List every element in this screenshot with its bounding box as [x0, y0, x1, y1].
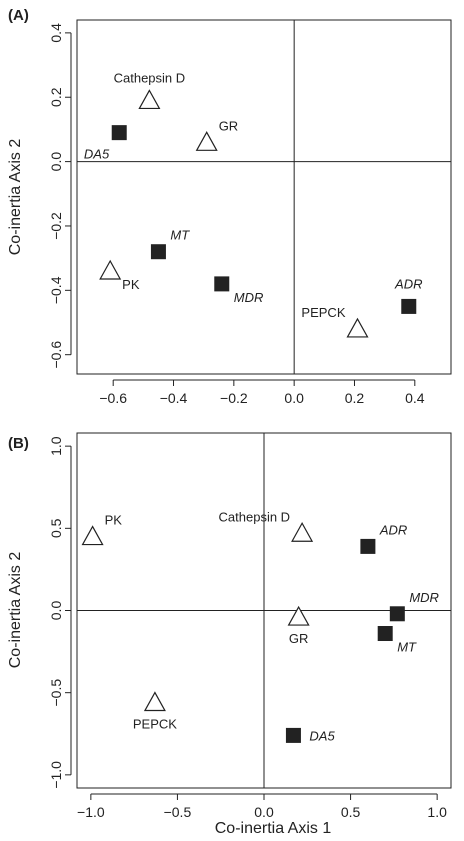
square-marker — [360, 538, 376, 554]
panel-a-x-tick-label: 0.0 — [284, 390, 304, 406]
point-label: PEPCK — [301, 305, 345, 320]
panel-b-y-tick-label: 0.0 — [48, 601, 64, 621]
panel-a-points: Cathepsin D GR DA5 MT PK MDR PEPCK ADR — [84, 70, 423, 338]
panel-a-point-mdr: MDR — [214, 276, 264, 305]
panel-b-point-cathepsin-d: Cathepsin D — [219, 509, 314, 542]
panel-a-point-pk: PK — [99, 259, 140, 292]
panel-a-y-axis: −0.6 −0.4 −0.2 0.0 0.2 0.4 — [48, 23, 72, 369]
panel-b-y-axis-label: Co-inertia Axis 2 — [7, 552, 24, 669]
square-marker — [285, 727, 301, 743]
panel-b-x-tick-label: −1.0 — [77, 804, 105, 820]
point-label: PK — [105, 513, 123, 528]
point-label: MDR — [409, 590, 439, 605]
panel-b-x-axis: −1.0 −0.5 0.0 0.5 1.0 — [77, 793, 447, 820]
panel-a-plot-frame — [76, 19, 452, 375]
panel-b-y-tick-label: 1.0 — [48, 436, 64, 456]
panel-a-y-tick-label: 0.4 — [48, 23, 64, 43]
panel-a-y-axis-label: Co-inertia Axis 2 — [7, 139, 24, 256]
panel-b-point-pk: PK — [81, 513, 123, 546]
triangle-marker — [287, 605, 310, 626]
panel-b-point-mt: MT — [377, 626, 417, 655]
panel-b-y-tick-label: −0.5 — [48, 679, 64, 707]
panel-b-point-mdr: MDR — [389, 590, 439, 622]
panel-b-y-tick-label: −1.0 — [48, 761, 64, 789]
triangle-marker — [138, 89, 161, 110]
panel-a-x-tick-label: 0.4 — [405, 390, 425, 406]
point-label: DA5 — [84, 147, 110, 162]
panel-a-y-tick-label: −0.6 — [48, 341, 64, 369]
square-marker — [377, 626, 393, 642]
point-label: MT — [170, 228, 190, 243]
panel-a-point-da5: DA5 — [84, 125, 127, 162]
panel-b-points: PK Cathepsin D ADR MDR GR MT PEPCK DA5 — [81, 509, 439, 743]
point-label: PEPCK — [133, 717, 177, 732]
panel-b-x-axis-label: Co-inertia Axis 1 — [215, 820, 332, 837]
square-marker — [214, 276, 230, 292]
panel-b-x-tick-label: 1.0 — [427, 804, 447, 820]
point-label: MT — [397, 640, 417, 655]
panel-a-point-gr: GR — [195, 118, 239, 151]
panel-b-y-tick-label: 0.5 — [48, 518, 64, 538]
triangle-marker — [99, 259, 122, 280]
triangle-marker — [346, 317, 369, 338]
point-label: ADR — [394, 276, 422, 291]
panel-b-point-adr: ADR — [360, 522, 407, 554]
panel-b-y-axis: −1.0 −0.5 0.0 0.5 1.0 — [48, 436, 72, 789]
point-label: DA5 — [309, 728, 335, 743]
point-label: ADR — [379, 522, 407, 537]
panel-a-x-tick-label: −0.6 — [99, 390, 127, 406]
panel-a-y-tick-label: 0.0 — [48, 152, 64, 172]
panel-a-y-tick-label: −0.4 — [48, 276, 64, 304]
point-label: GR — [289, 631, 309, 646]
panel-a-x-tick-label: 0.2 — [345, 390, 365, 406]
panel-a-point-adr: ADR — [394, 276, 423, 314]
triangle-marker — [195, 131, 218, 151]
panel-a: (A) Co-inertia Axis 2 −0.6 −0.4 −0.2 0.0 0.2… — [7, 7, 452, 406]
panel-a-point-cathepsin-d: Cathepsin D — [114, 70, 186, 110]
panel-b: (B) Co-inertia Axis 2 Co-inertia Axis 1 … — [7, 432, 452, 837]
panel-a-label: (A) — [8, 7, 29, 24]
panel-b-point-gr: GR — [287, 605, 310, 646]
point-label: PK — [122, 277, 140, 292]
panel-a-x-tick-label: −0.2 — [220, 390, 248, 406]
panel-a-point-mt: MT — [150, 228, 190, 260]
panel-a-y-tick-label: −0.2 — [48, 212, 64, 240]
point-label: GR — [219, 118, 239, 133]
square-marker — [150, 244, 166, 260]
point-label: Cathepsin D — [219, 509, 291, 524]
panel-b-point-da5: DA5 — [285, 727, 335, 743]
panel-a-x-tick-label: −0.4 — [160, 390, 188, 406]
square-marker — [389, 606, 405, 622]
panel-a-y-tick-label: 0.2 — [48, 87, 64, 107]
panel-a-x-axis: −0.6 −0.4 −0.2 0.0 0.2 0.4 — [99, 379, 425, 406]
square-marker — [111, 125, 127, 141]
triangle-marker — [291, 522, 314, 542]
panel-b-label: (B) — [8, 435, 29, 452]
panel-b-x-tick-label: 0.0 — [254, 804, 274, 820]
square-marker — [401, 298, 417, 314]
panel-b-x-tick-label: −0.5 — [164, 804, 192, 820]
panel-b-x-tick-label: 0.5 — [341, 804, 361, 820]
panel-b-point-pepck: PEPCK — [133, 691, 177, 732]
point-label: MDR — [234, 290, 264, 305]
panel-a-point-pepck: PEPCK — [301, 305, 369, 338]
point-label: Cathepsin D — [114, 70, 186, 85]
triangle-marker — [143, 691, 166, 712]
triangle-marker — [81, 525, 104, 546]
